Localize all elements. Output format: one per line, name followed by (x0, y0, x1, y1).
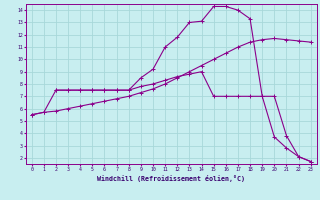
X-axis label: Windchill (Refroidissement éolien,°C): Windchill (Refroidissement éolien,°C) (97, 175, 245, 182)
